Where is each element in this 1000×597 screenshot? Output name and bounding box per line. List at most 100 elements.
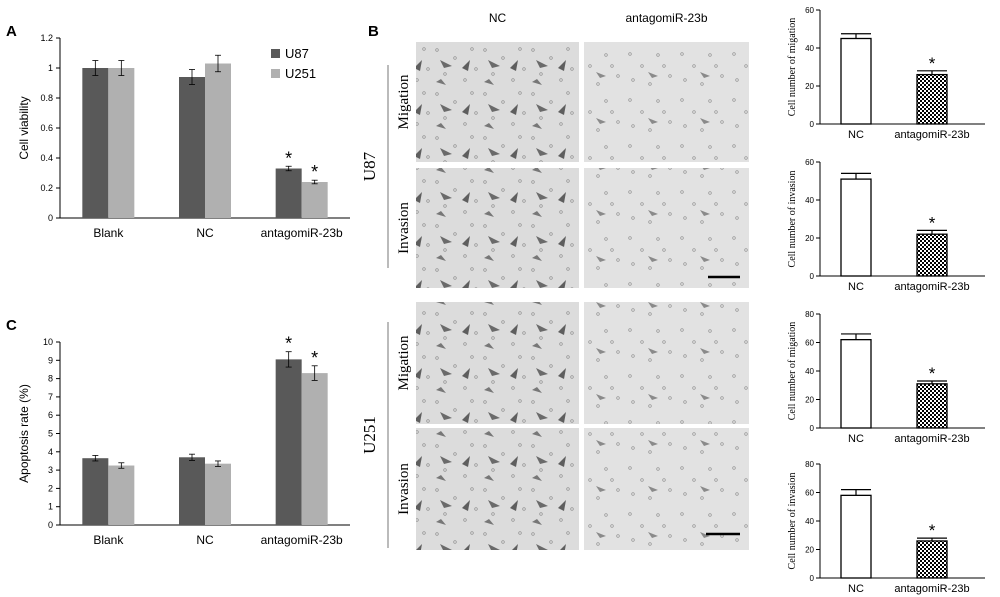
y-tick-label: 0.4 xyxy=(40,153,53,163)
x-category-label: Blank xyxy=(93,226,124,240)
group-label: U251 xyxy=(360,416,379,454)
chart-u251-invasion: 0 20 40 60 80 Cell number of invasion NC antago… xyxy=(787,460,985,595)
bar-0 xyxy=(840,338,872,429)
y-tick-label: 20 xyxy=(805,234,814,243)
y-tick-label: 9 xyxy=(48,355,53,365)
y-tick-label: 0.8 xyxy=(40,93,53,103)
x-category-label: antagomiR-23b xyxy=(261,226,343,240)
x-category-label: antagomiR-23b xyxy=(894,583,969,595)
bar-0 xyxy=(840,178,872,277)
bar-u87-2 xyxy=(275,359,302,525)
y-tick-label: 0 xyxy=(48,213,53,223)
bar-1 xyxy=(916,233,948,277)
micrograph-image xyxy=(416,302,579,424)
y-tick-label: 0 xyxy=(810,574,815,583)
micrograph-image xyxy=(584,428,749,550)
bar-u87-2 xyxy=(275,168,302,218)
y-tick-label: 0.6 xyxy=(40,123,53,133)
legend-label: U87 xyxy=(285,46,309,61)
legend-swatch-u251 xyxy=(271,69,280,78)
bar-u251-2 xyxy=(301,373,328,525)
significance-asterisk: * xyxy=(311,348,318,368)
x-category-label: NC xyxy=(196,226,214,240)
chart-u87-migration: 0 20 40 60 Cell number of migation NC antagomi… xyxy=(787,6,985,141)
y-tick-label: 0 xyxy=(810,120,815,129)
y-tick-label: 20 xyxy=(805,546,814,555)
y-tick-label: 3 xyxy=(48,465,53,475)
chart-cell-viability: 0 0.2 0.4 0.6 0.8 1 1.2 Cell viability Blank NC an… xyxy=(17,33,350,240)
y-tick-label: 60 xyxy=(805,489,814,498)
y-tick-label: 40 xyxy=(805,44,814,53)
chart-u87-invasion: 0 20 40 60 Cell number of invasion NC antagomi… xyxy=(787,158,985,293)
y-tick-label: 5 xyxy=(48,429,53,439)
x-category-label: NC xyxy=(196,533,214,547)
y-axis-label: Cell number of migation xyxy=(787,322,798,421)
bar-u87-0 xyxy=(82,68,109,218)
x-category-label: antagomiR-23b xyxy=(894,129,969,141)
bar-1 xyxy=(916,540,948,579)
significance-asterisk: * xyxy=(311,162,318,182)
micrograph-row-label: Migation xyxy=(396,335,412,390)
x-category-label: antagomiR-23b xyxy=(894,433,969,445)
y-axis-label: Cell viability xyxy=(17,96,31,159)
bar-u251-1 xyxy=(205,463,231,525)
y-tick-label: 60 xyxy=(805,339,814,348)
micrograph-image xyxy=(416,428,579,550)
x-category-label: NC xyxy=(848,129,864,141)
y-tick-label: 40 xyxy=(805,196,814,205)
y-tick-label: 7 xyxy=(48,392,53,402)
significance-asterisk: * xyxy=(929,364,936,383)
x-category-label: antagomiR-23b xyxy=(894,281,969,293)
y-axis-label: Cell number of migation xyxy=(787,18,798,117)
y-tick-label: 10 xyxy=(43,337,53,347)
bar-u251-0 xyxy=(108,465,135,525)
y-tick-label: 4 xyxy=(48,447,53,457)
micrograph-row-label: Migation xyxy=(396,74,412,129)
micrograph-image xyxy=(584,302,749,424)
significance-asterisk: * xyxy=(929,213,936,232)
y-axis-label: Cell number of invasion xyxy=(787,473,798,570)
bar-u251-1 xyxy=(205,63,231,218)
y-tick-label: 40 xyxy=(805,517,814,526)
y-tick-label: 80 xyxy=(805,310,814,319)
bar-1 xyxy=(916,383,948,429)
micrograph-column-header: antagomiR-23b xyxy=(625,11,707,25)
y-tick-label: 20 xyxy=(805,396,814,405)
chart-apoptosis-rate: 0 1 2 3 4 5 6 7 8 9 10 Apoptosis rate (%) Blank NC ant… xyxy=(17,334,350,547)
y-tick-label: 60 xyxy=(805,6,814,15)
y-tick-label: 80 xyxy=(805,460,814,469)
bar-u251-2 xyxy=(301,182,328,218)
x-category-label: Blank xyxy=(93,533,124,547)
y-tick-label: 0 xyxy=(810,424,815,433)
bar-1 xyxy=(916,73,948,125)
micrograph-grid: NC antagomiR-23b Migation Invasion Migation I… xyxy=(360,11,749,550)
micrograph-image xyxy=(584,168,749,288)
y-tick-label: 0 xyxy=(48,520,53,530)
significance-asterisk: * xyxy=(285,334,292,354)
bar-0 xyxy=(840,494,872,579)
y-tick-label: 1 xyxy=(48,63,53,73)
y-tick-label: 0.2 xyxy=(40,183,53,193)
y-tick-label: 8 xyxy=(48,374,53,384)
bar-u87-0 xyxy=(82,458,109,525)
y-tick-label: 6 xyxy=(48,410,53,420)
bar-u87-1 xyxy=(179,457,205,525)
bar-u87-1 xyxy=(179,77,205,218)
significance-asterisk: * xyxy=(929,54,936,73)
x-category-label: NC xyxy=(848,433,864,445)
y-tick-label: 1 xyxy=(48,502,53,512)
panel-label-b: B xyxy=(368,23,379,40)
micrograph-image xyxy=(416,168,579,288)
y-tick-label: 40 xyxy=(805,367,814,376)
chart-u251-migration: 0 20 40 60 80 Cell number of migation NC antago… xyxy=(787,310,985,445)
x-category-label: NC xyxy=(848,583,864,595)
group-label: U87 xyxy=(360,151,379,181)
micrograph-row-label: Invasion xyxy=(396,463,412,515)
y-tick-label: 0 xyxy=(810,272,815,281)
micrograph-image xyxy=(416,42,579,162)
legend-label: U251 xyxy=(285,66,316,81)
x-category-label: NC xyxy=(848,281,864,293)
panel-label-c: C xyxy=(6,317,17,334)
bar-u251-0 xyxy=(108,68,135,218)
